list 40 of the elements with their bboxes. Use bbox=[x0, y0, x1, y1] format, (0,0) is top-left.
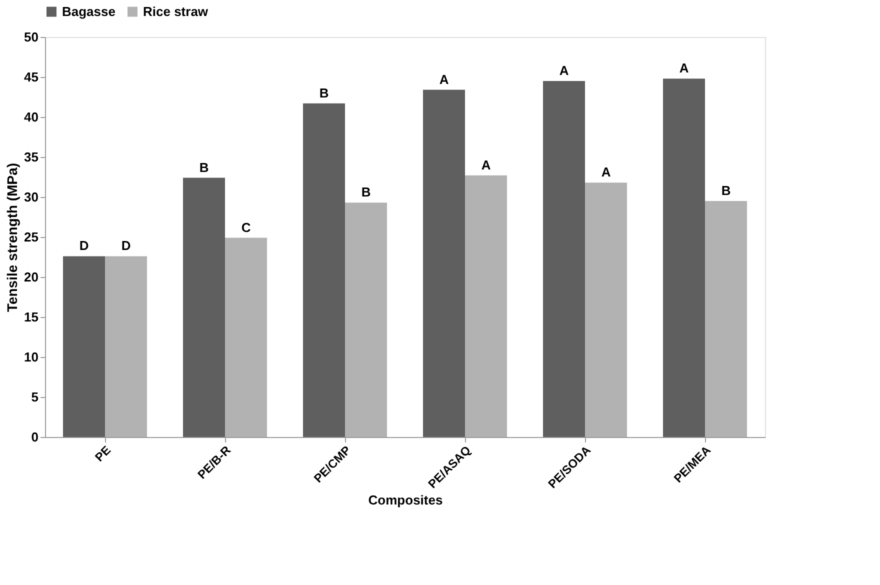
data-label: A bbox=[481, 157, 492, 172]
bar bbox=[105, 256, 147, 437]
bar bbox=[345, 202, 387, 437]
y-tick-label: 15 bbox=[24, 310, 38, 324]
bar bbox=[705, 201, 747, 437]
y-tick-label: 5 bbox=[31, 390, 38, 404]
bar bbox=[303, 103, 345, 437]
y-tick-label: 30 bbox=[24, 190, 38, 204]
data-label: B bbox=[721, 183, 731, 198]
bar bbox=[225, 238, 267, 437]
bar bbox=[423, 90, 465, 437]
x-tick-label: PE bbox=[92, 443, 114, 464]
bar bbox=[465, 175, 507, 437]
y-tick-label: 35 bbox=[24, 150, 38, 164]
y-tick-label: 40 bbox=[24, 110, 38, 124]
legend-label: Bagasse bbox=[62, 4, 116, 19]
bar bbox=[663, 78, 705, 437]
data-label: A bbox=[559, 63, 570, 78]
data-label: A bbox=[439, 72, 450, 87]
y-tick-label: 45 bbox=[24, 70, 38, 84]
bar bbox=[585, 182, 627, 437]
data-label: C bbox=[241, 220, 252, 235]
y-tick-label: 25 bbox=[24, 230, 38, 244]
data-label: A bbox=[679, 60, 690, 76]
bar bbox=[183, 178, 225, 437]
data-label: B bbox=[319, 85, 329, 100]
data-label: D bbox=[79, 238, 89, 254]
y-tick-label: 50 bbox=[24, 30, 38, 44]
y-tick-label: 0 bbox=[31, 430, 38, 444]
bar bbox=[63, 256, 105, 437]
legend-label: Rice straw bbox=[143, 4, 209, 19]
x-axis-title: Composites bbox=[368, 492, 443, 508]
data-label: B bbox=[361, 184, 371, 200]
data-label: D bbox=[121, 238, 131, 254]
data-label: B bbox=[199, 160, 209, 175]
y-tick-label: 20 bbox=[24, 270, 38, 284]
data-label: A bbox=[601, 164, 612, 180]
y-tick-label: 10 bbox=[24, 350, 38, 364]
y-axis-title: Tensile strength (MPa) bbox=[4, 162, 20, 312]
bar bbox=[543, 81, 585, 437]
